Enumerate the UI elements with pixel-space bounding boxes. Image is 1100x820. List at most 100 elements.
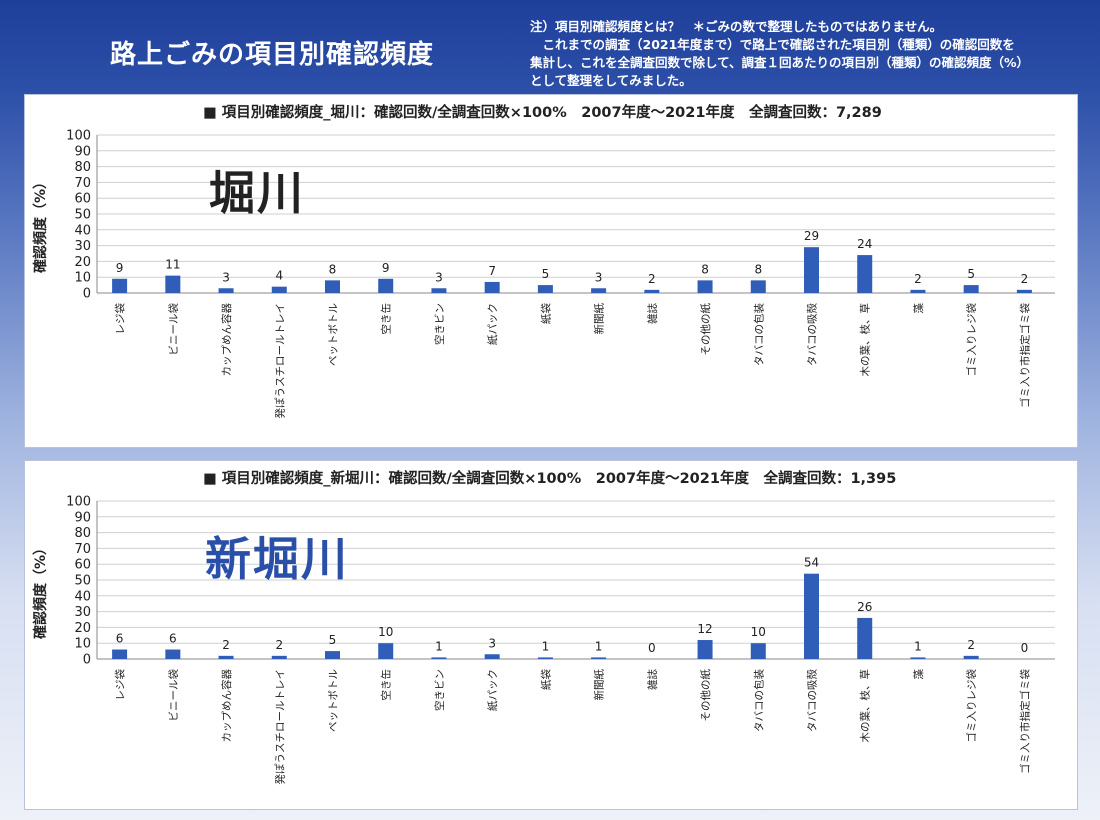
bar [378, 278, 394, 293]
category-label: タバコの吸殻 [806, 669, 819, 732]
data-label: 10 [751, 625, 766, 639]
bar [963, 285, 979, 293]
note-line: 集計し、これを全調査回数で除して、調査１回あたりの項目別（種類）の確認頻度（%） [530, 55, 1030, 70]
y-tick-label: 40 [74, 589, 91, 604]
category-label: 木の葉、枝、草 [859, 303, 872, 377]
bar [910, 289, 926, 293]
bar [218, 655, 234, 659]
data-label: 12 [697, 622, 712, 636]
data-label: 3 [222, 270, 230, 284]
bar [910, 657, 926, 659]
category-label: ゴミ入りレジ袋 [965, 303, 978, 377]
category-label: 空きビン [433, 303, 446, 345]
category-label: 紙パック [486, 669, 499, 711]
y-tick-label: 60 [74, 558, 91, 573]
bar [325, 280, 340, 293]
y-tick-label: 60 [74, 192, 91, 207]
bar [271, 286, 287, 293]
category-label: 空き缶 [380, 303, 393, 335]
data-label: 6 [169, 632, 177, 646]
y-axis-label: 確認頻度（%） [32, 541, 49, 639]
category-label: その他の紙 [699, 303, 712, 356]
bar [697, 640, 713, 659]
category-label: ビニール袋 [167, 303, 180, 356]
y-tick-label: 80 [74, 160, 91, 175]
chart-title: ■ 項目別確認頻度_堀川：確認回数/全調査回数×100% 2007年度～2021… [203, 105, 882, 121]
data-label: 10 [378, 625, 393, 639]
y-tick-label: 40 [74, 223, 91, 238]
category-label: タバコの吸殻 [806, 303, 819, 366]
data-label: 3 [435, 270, 443, 284]
bar [591, 288, 607, 293]
bar [484, 281, 500, 293]
bar [644, 289, 660, 293]
category-label: ゴミ入りレジ袋 [965, 669, 978, 743]
y-tick-label: 10 [74, 637, 91, 652]
chart-panel-horikawa: ■ 項目別確認頻度_堀川：確認回数/全調査回数×100% 2007年度～2021… [24, 94, 1078, 448]
data-label: 2 [275, 638, 283, 652]
y-tick-label: 0 [83, 653, 91, 668]
bar [1016, 289, 1032, 293]
data-label: 1 [914, 639, 922, 653]
bar [112, 649, 128, 659]
category-label: 新聞紙 [593, 303, 606, 335]
bar [378, 643, 394, 659]
category-label: ゴミ入り市指定ゴミ袋 [1018, 669, 1031, 774]
data-label: 5 [329, 633, 337, 647]
y-tick-label: 100 [66, 495, 91, 510]
y-axis-label: 確認頻度（%） [32, 175, 49, 273]
data-label: 8 [701, 262, 709, 276]
bar [804, 573, 819, 659]
bar [804, 247, 819, 293]
note-line: これまでの調査（2021年度まで）で路上で確認された項目別（種類）の確認回数を [530, 37, 1015, 52]
category-label: 雑誌 [646, 303, 659, 324]
chart-panel-shinhorikawa: ■ 項目別確認頻度_新堀川：確認回数/全調査回数×100% 2007年度～202… [24, 460, 1078, 810]
data-label: 7 [488, 264, 496, 278]
data-label: 8 [754, 262, 762, 276]
bar [963, 655, 979, 659]
page-title: 路上ごみの項目別確認頻度 [110, 40, 435, 70]
bar [431, 288, 447, 293]
note-line: として整理をしてみました。 [530, 73, 692, 88]
river-name-label: 新堀川 [205, 532, 349, 586]
chart-title: ■ 項目別確認頻度_新堀川：確認回数/全調査回数×100% 2007年度～202… [203, 471, 897, 487]
data-label: 1 [542, 639, 550, 653]
bar [165, 275, 181, 293]
note-line: 注）項目別確認頻度とは？ ＊ごみの数で整理したものではありません。 [530, 19, 943, 34]
bar [218, 288, 234, 293]
data-label: 0 [1021, 641, 1029, 655]
data-label: 2 [222, 638, 230, 652]
category-label: 木の葉、枝、草 [859, 669, 872, 743]
category-label: 空き缶 [380, 669, 393, 701]
y-tick-label: 70 [74, 176, 91, 191]
bar [750, 280, 766, 293]
category-label: タバコの包装 [752, 303, 765, 366]
y-tick-label: 50 [74, 574, 91, 589]
river-name-label: 堀川 [209, 166, 305, 220]
data-label: 2 [1021, 272, 1029, 286]
data-label: 5 [542, 267, 550, 281]
category-label: 紙袋 [539, 669, 552, 690]
category-label: ペットボトル [328, 303, 340, 366]
category-label: 紙袋 [539, 303, 552, 324]
data-label: 9 [116, 261, 124, 275]
bar [857, 255, 873, 293]
data-label: 3 [488, 636, 496, 650]
category-label: 紙パック [486, 303, 499, 345]
category-label: 藻 [912, 669, 925, 680]
category-label: 新聞紙 [593, 669, 606, 701]
data-label: 1 [595, 639, 603, 653]
data-label: 26 [857, 600, 872, 614]
explanatory-note: 注）項目別確認頻度とは？ ＊ごみの数で整理したものではありません。 これまでの調… [530, 18, 1090, 90]
y-tick-label: 30 [74, 605, 91, 620]
data-label: 9 [382, 261, 390, 275]
category-label: カップめん容器 [220, 669, 233, 743]
category-label: 発ぽうスチロールトレイ [273, 669, 286, 785]
category-label: 空きビン [433, 669, 446, 711]
data-label: 0 [648, 641, 656, 655]
category-label: レジ袋 [114, 303, 127, 335]
category-label: その他の紙 [699, 669, 712, 722]
